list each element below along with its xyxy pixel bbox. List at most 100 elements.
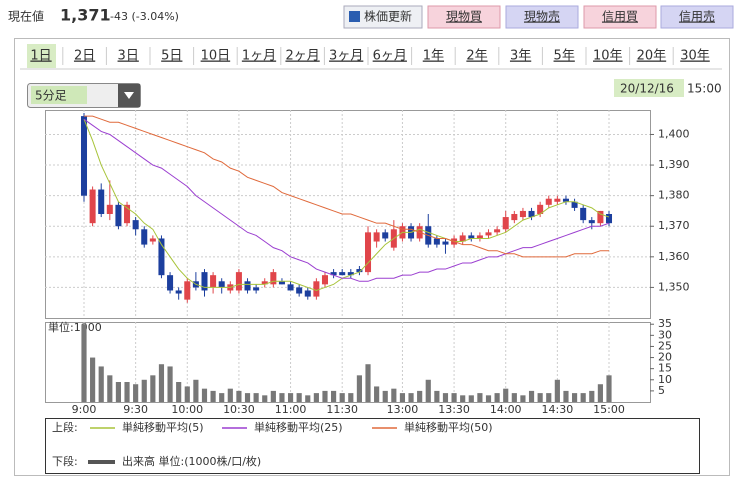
volume-bar xyxy=(107,375,113,402)
candle-body xyxy=(485,232,492,236)
candle-body xyxy=(382,232,389,239)
volume-bar xyxy=(339,393,345,402)
volume-bar xyxy=(494,393,500,402)
candle-body xyxy=(158,238,165,276)
volume-unit: 単位:1000 xyxy=(48,320,102,334)
candle-body xyxy=(433,238,440,245)
button[interactable] xyxy=(505,5,579,29)
tab[interactable]: 2年 xyxy=(466,49,487,64)
button-label[interactable]: 信用買 xyxy=(602,10,638,24)
volume-bar xyxy=(520,395,526,402)
candle-body xyxy=(476,235,483,239)
tab[interactable]: 3日 xyxy=(118,49,139,64)
candle-body xyxy=(106,204,113,214)
y-tick-label: 1,360 xyxy=(658,250,690,263)
legend-label: 単純移動平均(5) xyxy=(122,420,204,434)
x-tick-label: 10:30 xyxy=(223,403,255,416)
candle-body xyxy=(253,287,260,291)
interval[interactable]: 5分足 xyxy=(35,89,67,103)
price-label: 現在値 xyxy=(8,9,44,24)
y-tick-label: 25 xyxy=(658,339,672,352)
candle-body xyxy=(184,281,191,300)
volume-bar xyxy=(391,388,397,402)
select-arrow xyxy=(124,92,134,99)
tab[interactable]: 3年 xyxy=(510,49,531,64)
tab[interactable]: 5日 xyxy=(161,49,182,64)
volume-bar xyxy=(201,388,208,402)
candle-body xyxy=(365,232,372,273)
tab[interactable]: 10日 xyxy=(201,49,231,64)
candle-body xyxy=(459,235,466,242)
volume-bar xyxy=(348,393,354,402)
candle-body xyxy=(562,198,569,202)
volume-bar xyxy=(115,382,122,402)
candle-body xyxy=(588,220,595,224)
volume-bar xyxy=(356,375,362,402)
candle-body xyxy=(597,210,604,224)
volume-bar xyxy=(141,379,147,402)
volume-bar xyxy=(485,395,492,402)
tab[interactable]: 6ヶ月 xyxy=(373,49,407,64)
button[interactable] xyxy=(583,5,657,29)
button-label[interactable]: 現物売 xyxy=(524,9,560,24)
candle-body xyxy=(373,232,380,242)
candle-body xyxy=(132,220,139,230)
candle-body xyxy=(313,281,320,297)
tab[interactable]: 3ヶ月 xyxy=(329,49,363,64)
candle-body xyxy=(321,275,328,285)
volume-bar xyxy=(606,375,612,402)
y-tick-label: 10 xyxy=(658,373,672,386)
volume-bar xyxy=(253,393,259,402)
candle-body xyxy=(80,116,88,196)
candle-body xyxy=(502,217,509,230)
candle-body xyxy=(571,201,578,208)
date-highlight xyxy=(614,79,684,97)
volume-bar xyxy=(597,384,603,402)
legend-label: 単純移動平均(25) xyxy=(254,420,343,434)
tab[interactable]: 20年 xyxy=(637,49,667,64)
volume-bar xyxy=(167,366,173,402)
volume-bar xyxy=(244,393,251,402)
volume-bar xyxy=(124,382,130,402)
tab[interactable]: 1ヶ月 xyxy=(242,49,276,64)
button[interactable] xyxy=(427,5,501,29)
date: 20/12/16 xyxy=(620,82,674,96)
volume-bar xyxy=(322,390,328,402)
candle-body xyxy=(605,214,613,224)
volume-bar xyxy=(365,364,371,402)
button-label[interactable]: 株価更新 xyxy=(364,9,412,24)
volume-bar xyxy=(546,393,552,402)
volume-bar xyxy=(374,386,380,402)
button-label[interactable]: 現物買 xyxy=(446,10,482,24)
tab[interactable]: 2ヶ月 xyxy=(285,49,319,64)
tab[interactable]: 10年 xyxy=(593,49,623,64)
volume-bar xyxy=(98,366,104,402)
ma-line xyxy=(84,115,609,258)
volume-bar xyxy=(262,395,268,402)
volume-bar xyxy=(210,390,216,402)
button[interactable] xyxy=(343,5,423,29)
volume-bar xyxy=(184,386,190,402)
panel xyxy=(14,38,730,476)
y-tick-label: 20 xyxy=(658,351,672,364)
candle-body xyxy=(580,207,587,221)
tab[interactable]: 5年 xyxy=(554,49,575,64)
y-tick-label: 1,380 xyxy=(658,189,690,202)
volume-bar xyxy=(528,390,535,402)
tab[interactable]: 30年 xyxy=(680,49,710,64)
candle-body xyxy=(304,290,311,297)
candle-body xyxy=(356,269,363,273)
tab[interactable]: 1年 xyxy=(423,49,444,64)
candle-body xyxy=(494,229,501,233)
tab[interactable]: 1日 xyxy=(30,49,51,64)
candle-body xyxy=(244,281,251,291)
volume-bar xyxy=(305,395,311,402)
tab[interactable]: 2日 xyxy=(74,49,95,64)
candle-body xyxy=(270,272,277,285)
button-label[interactable]: 信用売 xyxy=(679,9,715,24)
button[interactable] xyxy=(660,5,734,29)
volume-bar xyxy=(589,390,595,402)
candle-body xyxy=(175,290,182,294)
y-tick-label: 1,370 xyxy=(658,219,690,232)
